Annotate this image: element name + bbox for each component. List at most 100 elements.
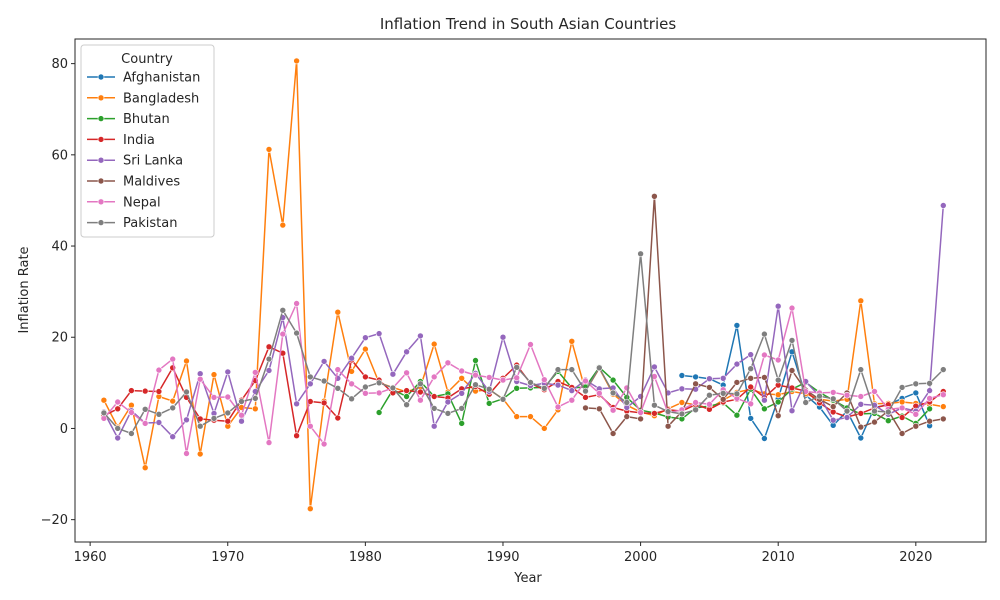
data-point [183, 357, 190, 365]
data-point [623, 399, 631, 406]
data-point [458, 405, 466, 412]
legend-label: Sri Lanka [123, 154, 183, 169]
data-point [458, 389, 466, 397]
data-point [706, 400, 713, 408]
data-point [761, 435, 768, 442]
data-point [141, 464, 149, 472]
data-point [513, 384, 521, 392]
data-point [719, 374, 727, 382]
x-axis-title: Year [513, 571, 542, 586]
data-point [926, 405, 933, 413]
data-point [265, 439, 273, 446]
data-point [857, 393, 865, 400]
data-point [692, 373, 699, 381]
data-point [857, 366, 865, 373]
data-point [609, 430, 617, 437]
data-point [403, 401, 410, 409]
data-point [857, 297, 865, 305]
data-point [843, 391, 851, 399]
data-point [733, 411, 741, 419]
data-point [747, 374, 755, 382]
data-point [348, 395, 355, 403]
data-point [774, 412, 782, 420]
data-point [816, 392, 823, 400]
x-tick-label: 2010 [762, 550, 795, 565]
legend-marker [97, 73, 105, 81]
data-point [871, 418, 878, 426]
data-point [884, 417, 892, 425]
data-point [293, 300, 300, 307]
data-point [100, 396, 108, 404]
data-point [389, 370, 397, 378]
data-point [444, 359, 452, 367]
data-point [939, 391, 947, 399]
x-tick-label: 1980 [349, 550, 382, 565]
data-point [664, 408, 672, 415]
data-point [320, 377, 328, 385]
data-point [843, 407, 851, 415]
data-point [210, 394, 218, 401]
legend-marker [97, 198, 105, 206]
data-point [678, 385, 686, 393]
data-point [761, 396, 768, 404]
data-point [568, 387, 576, 394]
data-point [554, 381, 562, 389]
data-point [829, 389, 837, 396]
data-point [912, 410, 920, 418]
data-point [114, 405, 121, 413]
data-point [362, 345, 369, 353]
data-point [224, 409, 232, 417]
data-point [678, 410, 686, 418]
data-point [898, 414, 906, 421]
data-point [829, 395, 837, 403]
data-point [733, 390, 741, 398]
data-point [747, 383, 755, 391]
data-point [926, 417, 933, 425]
legend-label: Afghanistan [123, 71, 200, 86]
data-point [183, 388, 190, 396]
data-point [210, 371, 218, 378]
data-point [898, 398, 906, 406]
data-point [265, 355, 273, 363]
data-point [430, 340, 438, 348]
x-tick-label: 1970 [211, 550, 244, 565]
data-point [637, 409, 644, 416]
data-point [774, 376, 782, 384]
data-point [238, 398, 245, 405]
legend-marker [97, 156, 105, 164]
data-point [320, 399, 328, 407]
data-point [637, 415, 644, 423]
data-point [485, 400, 493, 407]
data-point [939, 415, 947, 423]
data-point [719, 395, 727, 403]
x-tick-label: 2000 [624, 550, 657, 565]
data-point [403, 369, 410, 377]
data-point [719, 389, 727, 397]
x-axis: 1960 1970 1980 1990 2000 2010 2020 [74, 542, 932, 565]
data-point [774, 391, 782, 399]
data-point [183, 450, 190, 457]
data-point [761, 351, 768, 359]
y-tick-label: 80 [51, 57, 68, 72]
data-point [444, 410, 452, 417]
data-point [595, 364, 603, 372]
data-point [609, 376, 617, 384]
data-point [568, 396, 576, 404]
data-point [706, 384, 713, 391]
y-axis-title: Inflation Rate [17, 246, 32, 333]
data-point [761, 330, 768, 338]
data-point [252, 395, 259, 402]
data-point [169, 404, 176, 412]
data-point [169, 397, 176, 405]
data-point [348, 380, 355, 388]
series-pakistan [100, 250, 947, 437]
legend-box [80, 44, 215, 238]
data-point [540, 384, 548, 392]
y-tick-label: 20 [51, 331, 68, 346]
data-point [609, 389, 617, 397]
legend-label: India [123, 133, 155, 148]
data-point [169, 355, 176, 363]
data-point [692, 399, 699, 406]
data-point [306, 505, 314, 513]
data-point [403, 348, 410, 356]
